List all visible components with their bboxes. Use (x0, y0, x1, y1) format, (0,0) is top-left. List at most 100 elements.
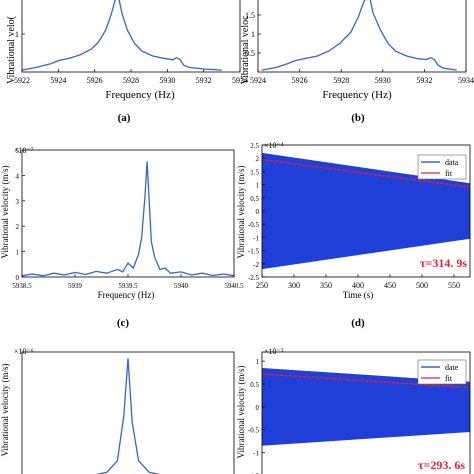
legend-d-fit: fit (445, 169, 453, 178)
xtick-label-d-3: 400 (352, 281, 364, 290)
xtick-label-b-3: 5930 (375, 76, 391, 85)
axes-frame-e (21, 351, 235, 474)
panel-c-caption: (c) (117, 317, 130, 329)
ytick-label-b-2: 0.5 (245, 49, 255, 58)
xtick-label-a-2: 5926 (87, 76, 103, 85)
xtick-label-d-5: 500 (416, 281, 428, 290)
plot-e-area (21, 351, 235, 474)
plot-d-area: 250 300 350 400 450 500 550 2.5 2 1.5 1 0.5 0 -0.5 -1 -… (248, 142, 471, 290)
ytick-label-c-5: 0 (16, 274, 20, 282)
fit-line-d (261, 158, 471, 188)
ytick-label-d-0: 2.5 (250, 142, 259, 150)
panel-f-legend: date fit (417, 359, 467, 385)
panel-b-xlabel: Frequency (Hz) (322, 89, 392, 101)
series-line-c-0 (21, 161, 235, 277)
xtick-label-a-6: 5934 (232, 76, 248, 85)
panel-d-legend: data fit (417, 154, 467, 180)
xtick-label-b-5: 5934 (458, 76, 474, 85)
panel-d-caption: (d) (351, 317, 365, 329)
xtick-label-c-4: 5940.5 (224, 282, 244, 290)
ytick-label-d-7: -1 (253, 234, 259, 242)
plot-b-area: 5924 5926 5928 5930 5932 5934 1.5 1 0.5 (245, 0, 474, 85)
legend-d-data: data (445, 158, 459, 167)
xtick-label-a-5: 5932 (196, 76, 212, 85)
panel-a-xlabel: Frequency (Hz) (105, 89, 175, 101)
panel-c-ylabel: Vibrational velocity (m/s) (0, 166, 10, 259)
series-line-e-0 (95, 358, 161, 474)
ytick-label-d-9: -2 (253, 261, 259, 269)
plot-a-area: 5922 5924 5926 5928 5930 5932 5934 1 (14, 0, 248, 85)
ytick-label-d-5: 0 (256, 208, 260, 216)
plot-f-area: 1 0.5 0 -0.5 -1 -1.5 (248, 351, 471, 474)
ytick-label-b-1: 1 (251, 30, 255, 39)
ytick-label-f-4: -1 (253, 450, 259, 458)
ytick-label-d-2: 1.5 (250, 168, 259, 176)
xtick-label-a-4: 5930 (159, 76, 175, 85)
ytick-label-c-1: 4 (16, 172, 20, 180)
panel-e: ×10⁻⁶ Vibrational velocity (m/s) (0, 347, 235, 474)
panel-a-ylabel: Vibrational velo( (6, 15, 17, 84)
data-band-d (262, 152, 470, 270)
ytick-label-d-8: -1.5 (248, 248, 260, 256)
ytick-label-f-5: -1.5 (248, 472, 260, 474)
ytick-label-d-10: -2.5 (248, 274, 260, 282)
ytick-label-a-0: 1 (15, 30, 19, 39)
xtick-label-d-2: 350 (320, 281, 332, 290)
xtick-label-c-3: 5940 (174, 282, 189, 290)
xtick-label-a-0: 5922 (14, 76, 30, 85)
panel-c: 5938.5 5939 5939.5 5940 5940.5 5 4 3 2 1 0 ×10⁻⁷ F… (0, 146, 244, 329)
ytick-label-b-0: 1.5 (245, 11, 255, 20)
ytick-label-f-3: -0.5 (248, 427, 260, 435)
panel-d: 250 300 350 400 450 500 550 2.5 2 1.5 1 0.5 0 -0.5 -1 -… (236, 141, 471, 329)
axes-frame-c (21, 149, 235, 278)
panel-e-ylabel: Vibrational velocity (m/s) (0, 364, 10, 457)
ytick-label-d-3: 1 (256, 182, 260, 190)
panel-f: 1 0.5 0 -0.5 -1 -1.5 ×10⁻⁵ Vibrational veloci… (236, 347, 471, 474)
xtick-label-d-1: 300 (288, 281, 300, 290)
panel-f-exponent: ×10⁻⁵ (264, 347, 284, 356)
panel-f-tau: τ=293. 6s (418, 458, 465, 472)
legend-f-date: date (445, 363, 459, 372)
xtick-label-b-0: 5924 (250, 76, 266, 85)
xtick-label-c-1: 5939 (68, 282, 83, 290)
panel-a: 5922 5924 5926 5928 5930 5932 5934 1 Frequency … (6, 0, 248, 124)
ytick-label-c-3: 2 (16, 223, 20, 231)
panel-c-xlabel: Frequency (Hz) (98, 290, 155, 300)
ytick-label-c-0: 5 (16, 147, 20, 155)
data-band-f (262, 368, 470, 446)
ytick-label-f-0: 1 (256, 358, 260, 366)
panel-d-exponent: ×10⁻⁴ (264, 141, 284, 150)
ytick-label-f-2: 0 (256, 404, 260, 412)
panel-b-ylabel: Vibrational veloc (240, 15, 251, 85)
series-line-b-0 (261, 0, 457, 71)
xtick-label-d-4: 450 (384, 281, 396, 290)
ytick-label-f-1: 0.5 (250, 381, 259, 389)
axes-frame-f (261, 351, 471, 474)
xtick-label-b-2: 5928 (333, 76, 349, 85)
ytick-label-c-4: 1 (16, 249, 20, 257)
panel-f-ylabel: Vibrational velocity (m/s) (236, 366, 246, 459)
xtick-label-b-1: 5926 (292, 76, 308, 85)
ytick-label-d-4: 0.5 (250, 195, 259, 203)
xtick-label-a-1: 5924 (50, 76, 66, 85)
fit-line-f (261, 373, 471, 389)
xtick-label-c-2: 5939.5 (118, 282, 138, 290)
panel-c-exponent: ×10⁻⁷ (14, 146, 34, 155)
plot-c-area: 5938.5 5939 5939.5 5940 5940.5 5 4 3 2 1 0 (12, 147, 244, 290)
ytick-label-d-1: 2 (256, 155, 260, 163)
panel-a-caption: (a) (118, 112, 131, 124)
panel-d-ylabel: Vibrational velocity (m/s) (236, 166, 246, 259)
series-line-a-0 (21, 0, 222, 71)
xtick-label-b-4: 5932 (416, 76, 432, 85)
panel-d-tau: τ=314. 9s (420, 256, 467, 270)
panel-e-exponent: ×10⁻⁶ (14, 347, 34, 356)
legend-f-fit: fit (445, 374, 453, 383)
xtick-label-d-6: 550 (448, 281, 460, 290)
xtick-label-d-0: 250 (256, 281, 268, 290)
ytick-label-c-2: 3 (16, 198, 20, 206)
panel-d-xlabel: Time (s) (343, 290, 373, 300)
xtick-label-a-3: 5928 (123, 76, 139, 85)
ytick-label-d-6: -0.5 (248, 221, 260, 229)
panel-b-caption: (b) (351, 112, 365, 124)
